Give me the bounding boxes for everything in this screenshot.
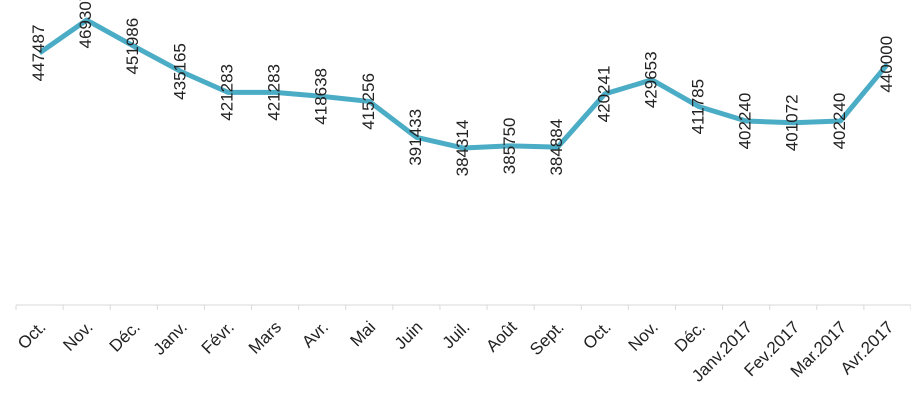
data-label: 402240 bbox=[830, 93, 849, 150]
x-tick-label: Janv. bbox=[150, 318, 191, 359]
x-tick-label: Déc. bbox=[106, 318, 144, 356]
data-label: 385750 bbox=[500, 117, 519, 174]
x-tick-label: Nov. bbox=[59, 318, 96, 355]
data-label: 384884 bbox=[547, 119, 566, 176]
x-tick-label: Oct. bbox=[14, 318, 49, 353]
x-tick-label: Nov. bbox=[625, 318, 662, 355]
data-label: 415256 bbox=[359, 73, 378, 130]
line bbox=[38, 17, 890, 151]
x-tick-label: Août bbox=[482, 317, 520, 355]
data-label: 451986 bbox=[123, 18, 142, 75]
data-label: 384314 bbox=[453, 120, 472, 177]
data-label: 429653 bbox=[641, 51, 660, 108]
x-tick-label: Sept. bbox=[526, 318, 568, 360]
x-tick-label: Oct. bbox=[579, 318, 614, 353]
data-label: 402240 bbox=[736, 93, 755, 150]
x-tick-label: Févr. bbox=[198, 318, 238, 358]
data-label: 435165 bbox=[170, 43, 189, 100]
data-label: 391433 bbox=[406, 109, 425, 166]
x-tick-label: Avr. bbox=[298, 318, 332, 352]
data-label: 401072 bbox=[783, 94, 802, 151]
x-tick-label: Déc. bbox=[671, 318, 709, 356]
data-label: 469307 bbox=[76, 0, 95, 48]
data-label: 440000 bbox=[877, 36, 896, 93]
x-tick-label: Juin bbox=[391, 318, 426, 353]
data-label: 447487 bbox=[29, 25, 48, 82]
x-tick-label: Mars bbox=[245, 318, 285, 358]
data-label: 421283 bbox=[217, 64, 236, 121]
data-label: 411785 bbox=[689, 79, 708, 134]
data-label: 418638 bbox=[312, 68, 331, 125]
data-label: 421283 bbox=[265, 64, 284, 121]
data-label: 420241 bbox=[594, 66, 613, 123]
x-tick-label: Juil. bbox=[439, 318, 474, 353]
x-tick-label: Mai bbox=[346, 318, 379, 351]
